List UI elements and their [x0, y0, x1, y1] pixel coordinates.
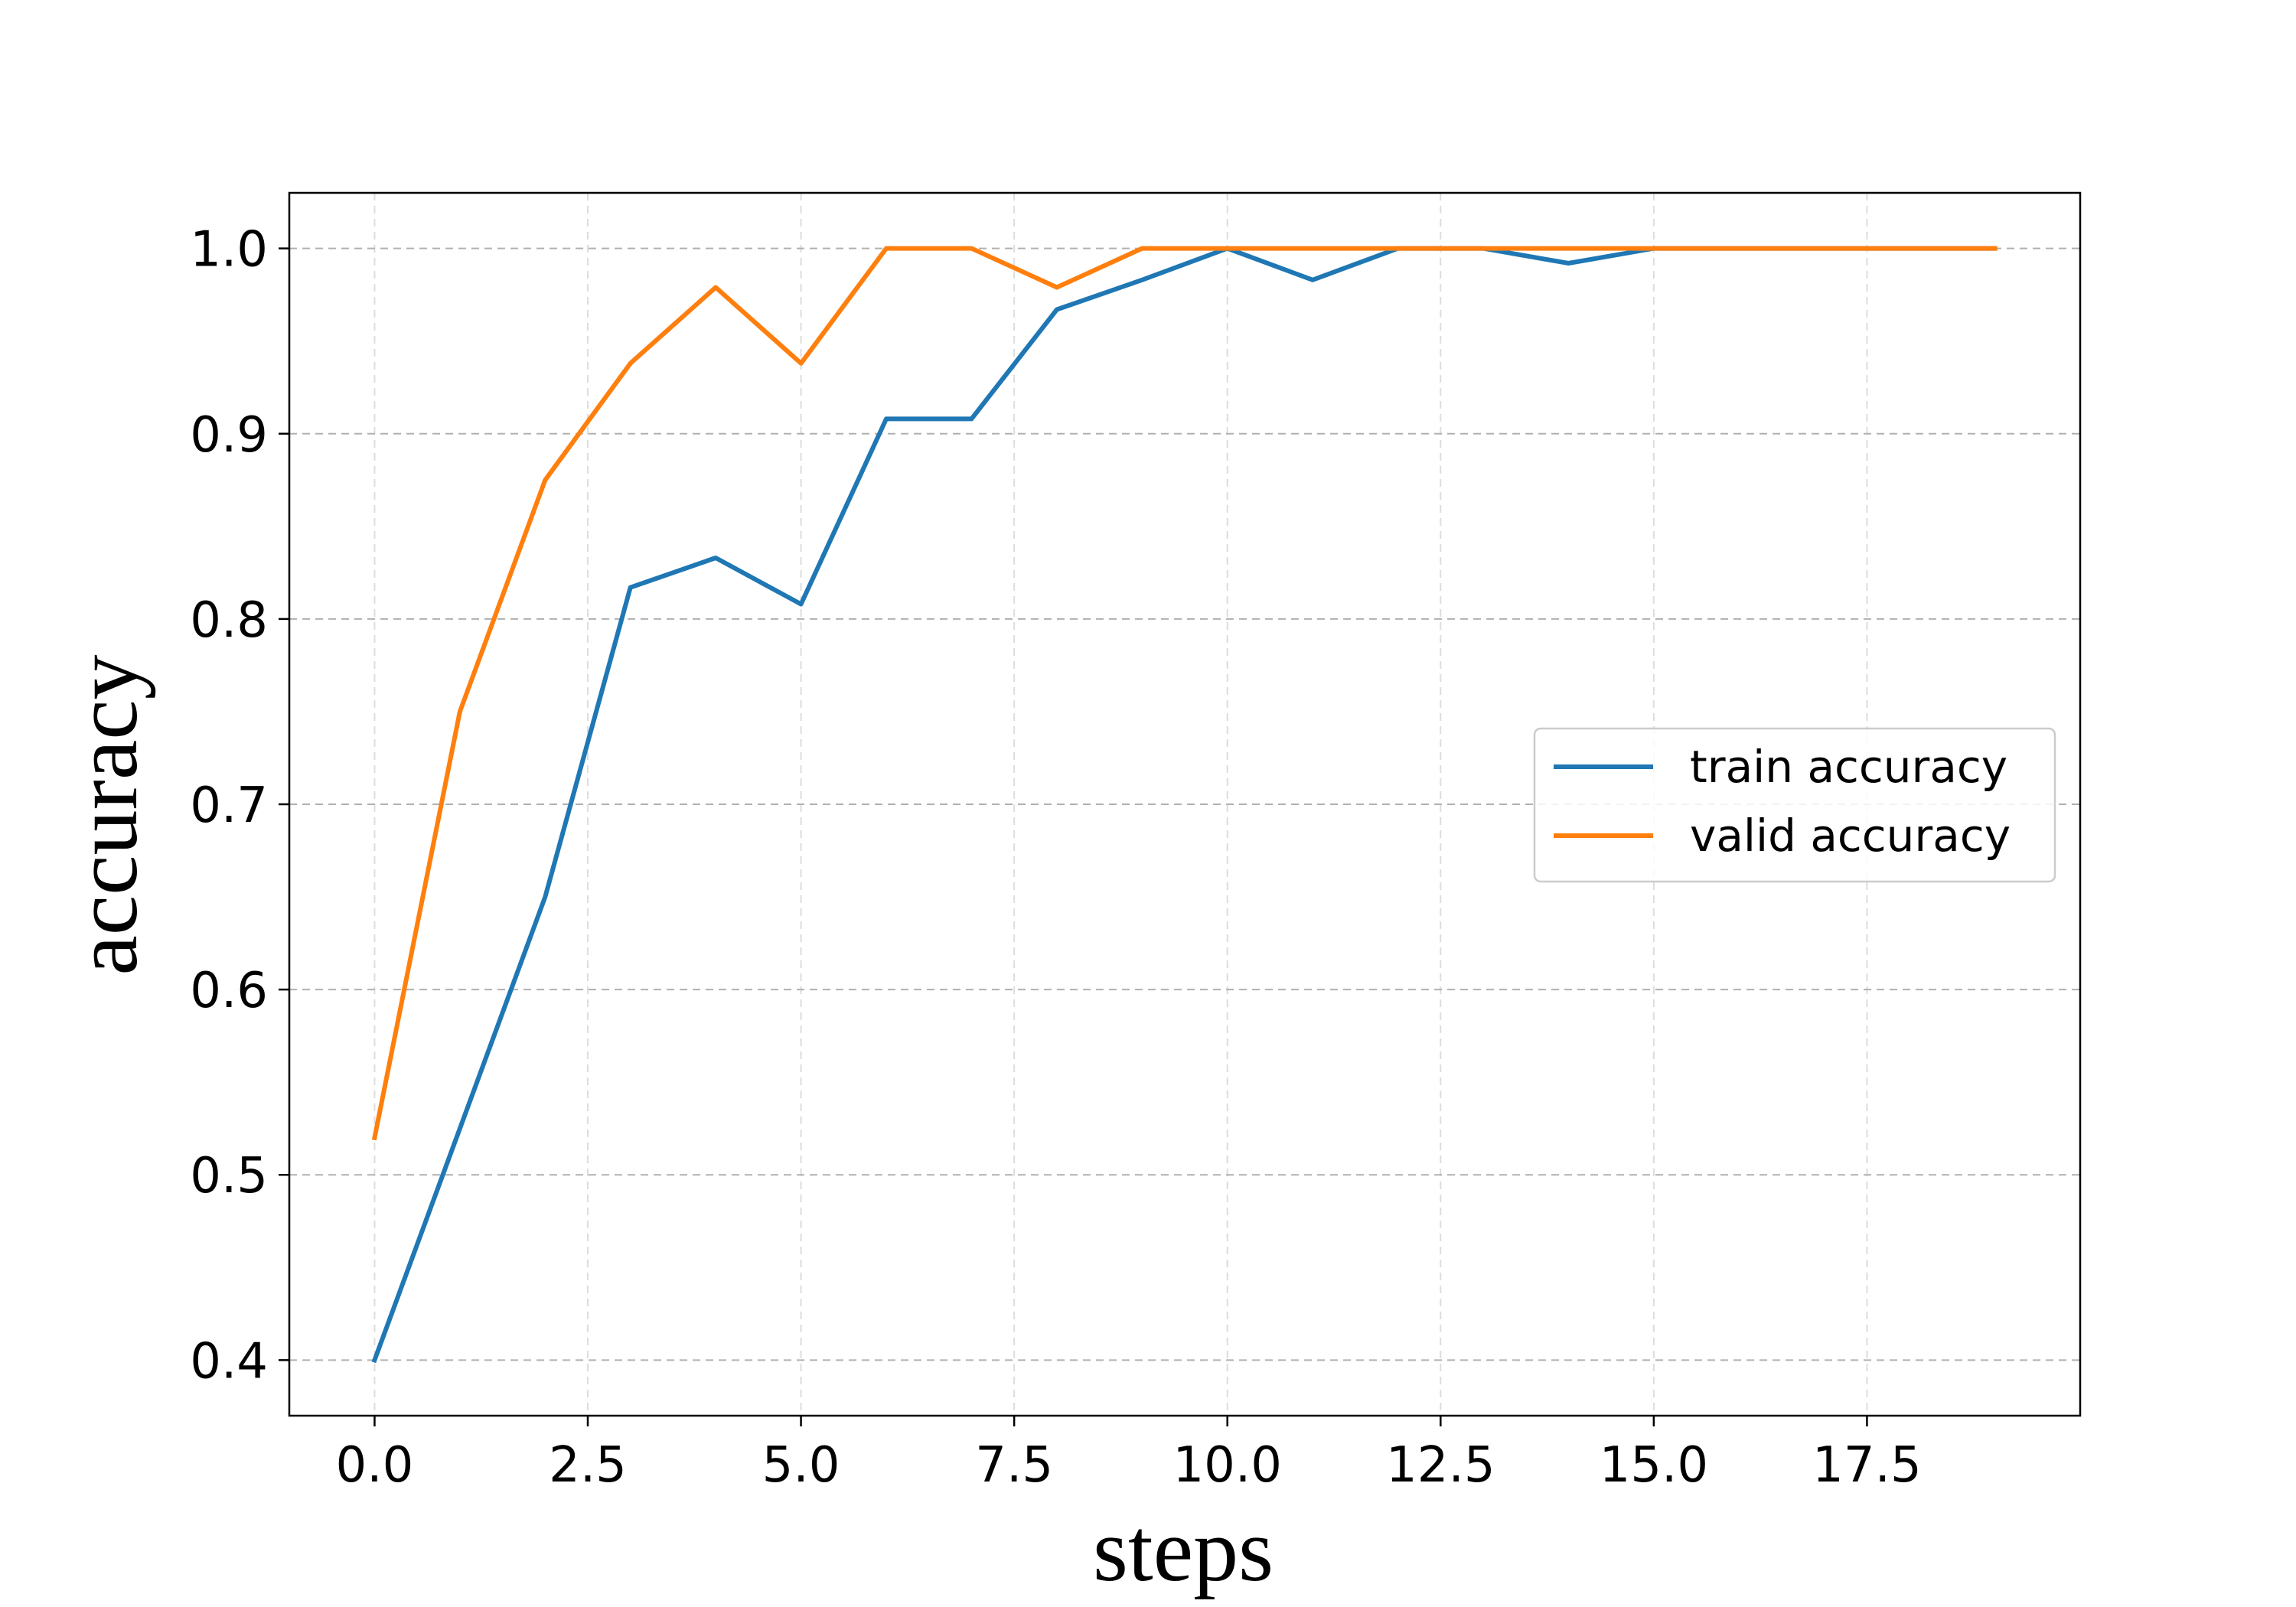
legend-box: [1533, 727, 2056, 883]
y-tick-label: 0.6: [190, 963, 268, 1019]
x-axis-title: steps: [1093, 1500, 1274, 1600]
y-tick-label: 0.8: [190, 592, 268, 649]
x-tick-label: 0.0: [336, 1437, 414, 1494]
y-tick-label: 0.9: [190, 407, 268, 464]
y-tick-label: 1.0: [190, 222, 268, 279]
x-tick-label: 5.0: [762, 1437, 840, 1494]
legend-label-train-accuracy: train accuracy: [1690, 741, 2007, 793]
legend: train accuracy valid accuracy: [1533, 727, 2056, 883]
series-lines: [371, 246, 1998, 1364]
x-tick-label: 12.5: [1386, 1437, 1495, 1494]
y-tick-label: 0.4: [190, 1333, 268, 1390]
series-line-valid-accuracy: [371, 246, 1998, 1141]
axis-ticks: 0.0 2.5 5.0 7.5 10.0 12.5 15.0 17.5 0.4 0.5 0.6 0.7…: [190, 222, 1921, 1494]
x-tick-label: 7.5: [975, 1437, 1053, 1494]
x-tick-label: 15.0: [1600, 1437, 1709, 1494]
x-tick-label: 2.5: [549, 1437, 627, 1494]
y-axis-title: accuracy: [56, 654, 156, 975]
y-tick-label: 0.7: [190, 777, 268, 834]
y-tick-label: 0.5: [190, 1148, 268, 1204]
x-tick-label: 17.5: [1812, 1437, 1922, 1494]
x-tick-label: 10.0: [1172, 1437, 1282, 1494]
legend-label-valid-accuracy: valid accuracy: [1690, 810, 2011, 862]
grid: [289, 193, 2080, 1416]
